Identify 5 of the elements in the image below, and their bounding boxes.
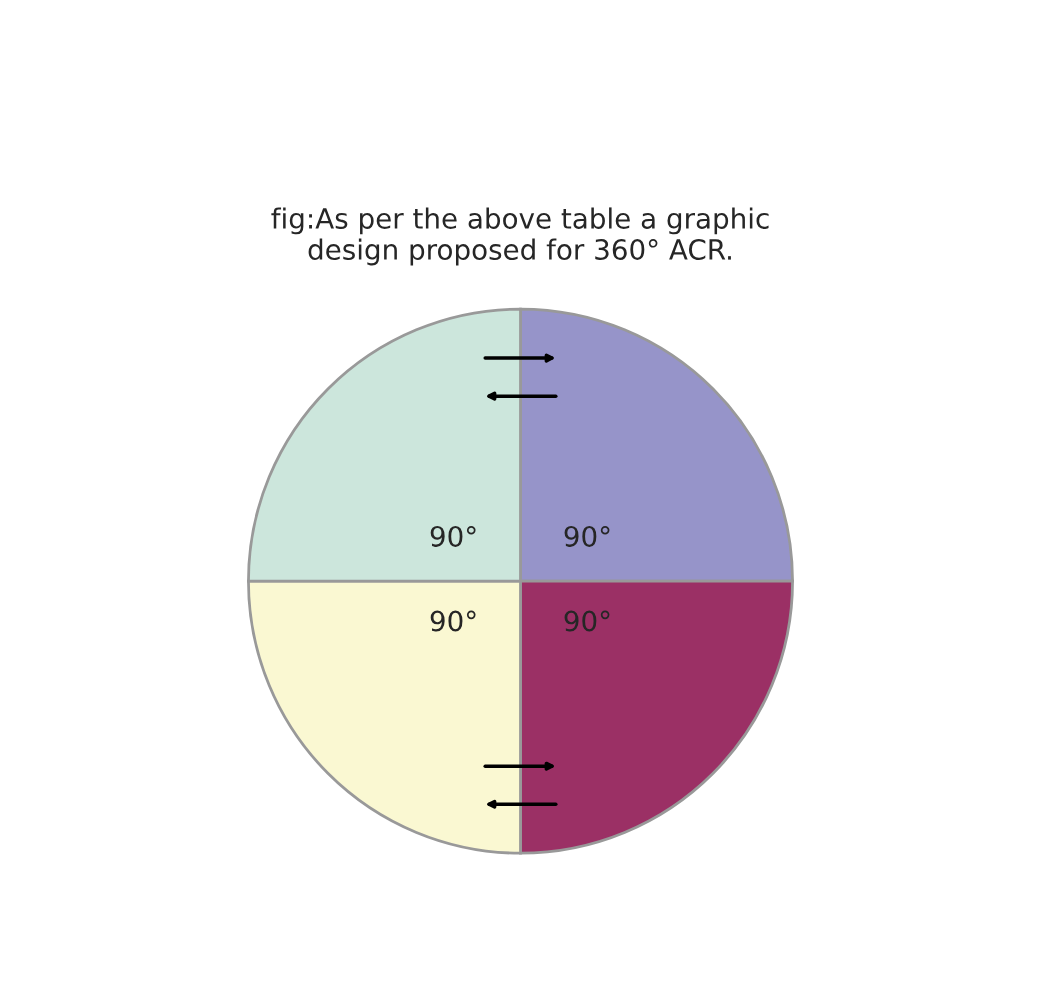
data-label: 90°	[430, 610, 476, 632]
data-label: 90°	[564, 525, 610, 547]
data-label: 90°	[564, 610, 610, 632]
chart-title: fig:As per the above table a graphic design proposed for 360° ACR.	[271, 207, 769, 266]
data-label: 90°	[430, 525, 476, 547]
